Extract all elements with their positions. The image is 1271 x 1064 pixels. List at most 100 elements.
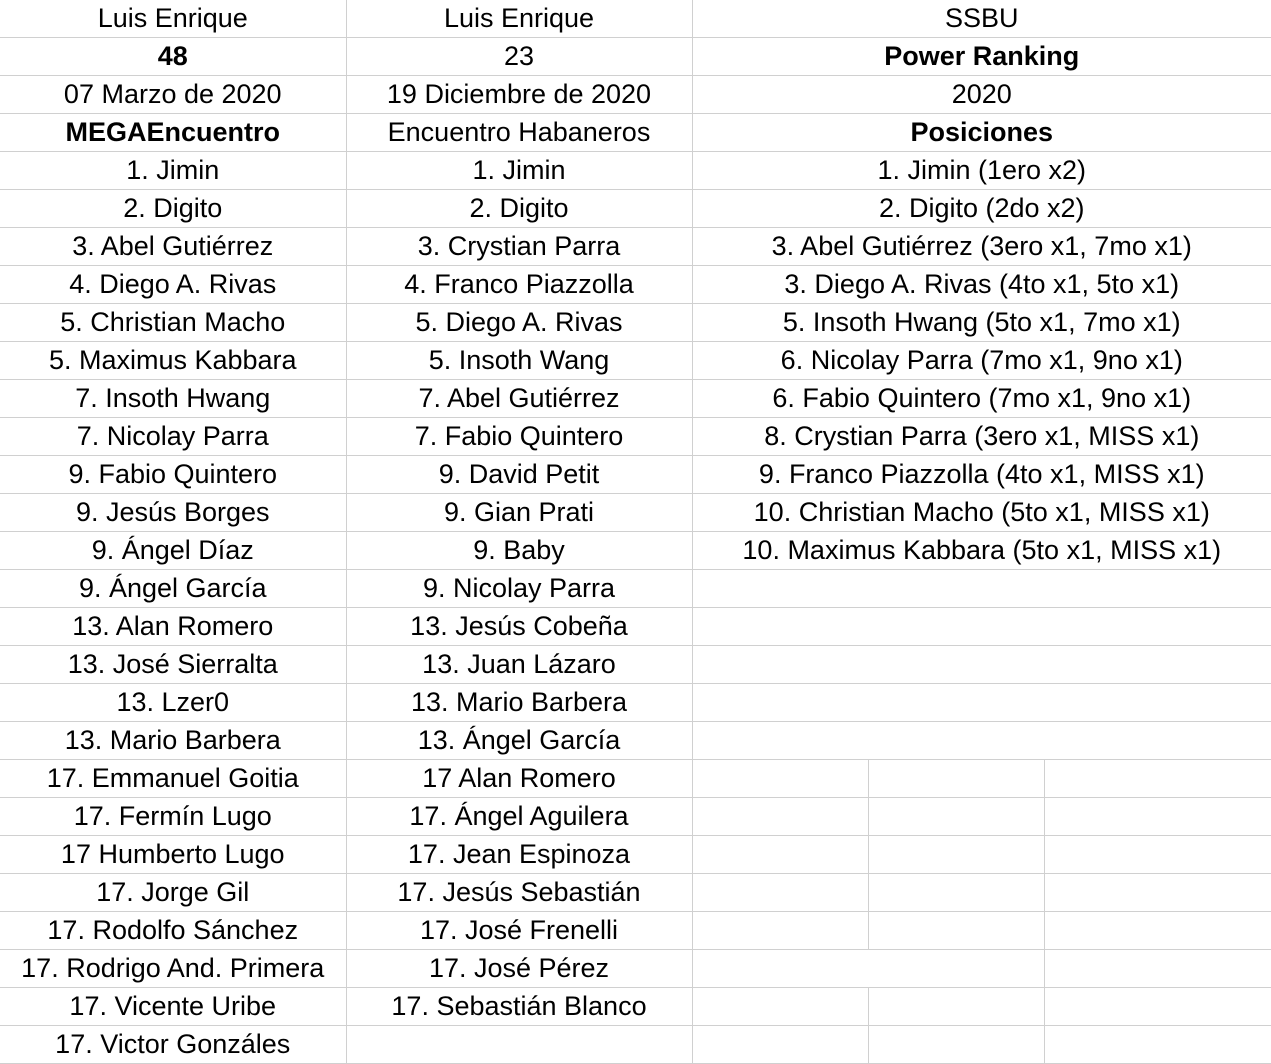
empty-cell xyxy=(691,645,1271,684)
empty-cell xyxy=(691,911,869,950)
event1-placement: 17. Rodrigo And. Primera xyxy=(0,949,347,988)
event2-placement: 17. Ángel Aguilera xyxy=(345,797,693,836)
ranking-entry: 10. Christian Macho (5to x1, MISS x1) xyxy=(691,493,1271,532)
table-row: 5. Maximus Kabbara 5. Insoth Wang 6. Nicol… xyxy=(0,341,1271,380)
event1-event-name: MEGAEncuentro xyxy=(0,113,347,152)
empty-cell xyxy=(1043,1025,1271,1064)
table-row: 17. Rodrigo And. Primera 17. José Pérez xyxy=(0,949,1271,988)
event2-placement: 1. Jimin xyxy=(345,151,693,190)
ranking-entry: 5. Insoth Hwang (5to x1, 7mo x1) xyxy=(691,303,1271,342)
event2-date: 19 Diciembre de 2020 xyxy=(345,75,693,114)
event2-placement: 13. Juan Lázaro xyxy=(345,645,693,684)
event1-placement: 9. Fabio Quintero xyxy=(0,455,347,494)
empty-cell xyxy=(691,759,869,798)
header-row: 48 23 Power Ranking xyxy=(0,37,1271,76)
empty-cell xyxy=(691,569,1271,608)
empty-cell xyxy=(867,797,1045,836)
ranking-entry: 3. Diego A. Rivas (4to x1, 5to x1) xyxy=(691,265,1271,304)
event2-placement: 4. Franco Piazzolla xyxy=(345,265,693,304)
table-row: 13. José Sierraltа 13. Juan Lázaro xyxy=(0,645,1271,684)
event2-placement: 17 Alan Romero xyxy=(345,759,693,798)
empty-cell xyxy=(1043,911,1271,950)
empty-cell xyxy=(691,873,869,912)
table-row: 17 Humberto Lugo 17. Jean Espinoza xyxy=(0,835,1271,874)
event1-placement: 17. Victor Gonzáles xyxy=(0,1025,347,1064)
event1-entrants: 48 xyxy=(0,37,347,76)
table-row: 5. Christian Macho 5. Diego A. Rivas 5. In… xyxy=(0,303,1271,342)
event1-placement: 13. Alan Romero xyxy=(0,607,347,646)
event2-placement: 5. Diego A. Rivas xyxy=(345,303,693,342)
event1-placement: 13. Mario Barbera xyxy=(0,721,347,760)
empty-cell xyxy=(691,949,1045,988)
event2-placement: 17. Jesús Sebastián xyxy=(345,873,693,912)
empty-cell xyxy=(1043,987,1271,1026)
table-row: 13. Lzer0 13. Mario Barbera xyxy=(0,683,1271,722)
empty-cell xyxy=(691,607,1271,646)
table-row: 3. Abel Gutiérrez 3. Crystian Parra 3. Abe… xyxy=(0,227,1271,266)
ranking-year: 2020 xyxy=(691,75,1271,114)
event1-tournament-name: Luis Enrique xyxy=(0,0,347,38)
empty-cell xyxy=(867,835,1045,874)
table-row: 1. Jimin 1. Jimin 1. Jimin (1ero x2) xyxy=(0,151,1271,190)
event2-placement: 17. Jean Espinoza xyxy=(345,835,693,874)
empty-cell xyxy=(691,1025,869,1064)
empty-cell xyxy=(1043,949,1271,988)
table-row: 9. Ángel Díaz 9. Baby 10. Maximus Kabbara … xyxy=(0,531,1271,570)
event2-placement: 3. Crystian Parra xyxy=(345,227,693,266)
table-row: 17. Victor Gonzáles xyxy=(0,1025,1271,1064)
ranking-entry: 9. Franco Piazzolla (4to x1, MISS x1) xyxy=(691,455,1271,494)
event1-placement: 2. Digito xyxy=(0,189,347,228)
event2-placement: 7. Fabio Quintero xyxy=(345,417,693,456)
table-row: 9. Ángel García 9. Nicolay Parra xyxy=(0,569,1271,608)
empty-cell xyxy=(691,683,1271,722)
event2-placement: 9. Nicolay Parra xyxy=(345,569,693,608)
table-row: 9. Fabio Quintero 9. David Petit 9. Franco… xyxy=(0,455,1271,494)
event1-placement: 9. Jesús Borges xyxy=(0,493,347,532)
table-row: 7. Nicolay Parra 7. Fabio Quintero 8. Crys… xyxy=(0,417,1271,456)
ranking-entry: 3. Abel Gutiérrez (3ero x1, 7mo x1) xyxy=(691,227,1271,266)
event1-placement: 4. Diego A. Rivas xyxy=(0,265,347,304)
event1-placement: 7. Insoth Hwang xyxy=(0,379,347,418)
event1-placement: 17. Fermín Lugo xyxy=(0,797,347,836)
empty-cell xyxy=(867,1025,1045,1064)
event1-placement: 13. José Sierraltа xyxy=(0,645,347,684)
empty-cell xyxy=(1043,873,1271,912)
empty-cell xyxy=(867,873,1045,912)
event2-placement xyxy=(345,1025,693,1064)
ranking-entry: 2. Digito (2do x2) xyxy=(691,189,1271,228)
event2-placement: 13. Jesús Cobeña xyxy=(345,607,693,646)
empty-cell xyxy=(867,911,1045,950)
ranking-entry: 6. Fabio Quintero (7mo x1, 9no x1) xyxy=(691,379,1271,418)
ranking-entry: 8. Crystian Parra (3ero x1, MISS x1) xyxy=(691,417,1271,456)
event2-placement: 5. Insoth Wang xyxy=(345,341,693,380)
empty-cell xyxy=(691,797,869,836)
empty-cell xyxy=(691,721,1271,760)
ranking-section: Posiciones xyxy=(691,113,1271,152)
event1-placement: 9. Ángel García xyxy=(0,569,347,608)
event2-placement: 13. Ángel García xyxy=(345,721,693,760)
table-row: 13. Alan Romero 13. Jesús Cobeña xyxy=(0,607,1271,646)
table-row: 13. Mario Barbera 13. Ángel García xyxy=(0,721,1271,760)
event2-placement: 9. Gian Prati xyxy=(345,493,693,532)
event1-placement: 17. Jorge Gil xyxy=(0,873,347,912)
event2-placement: 17. José Frenelli xyxy=(345,911,693,950)
header-row: Luis Enrique Luis Enrique SSBU xyxy=(0,0,1271,38)
event1-placement: 5. Maximus Kabbara xyxy=(0,341,347,380)
empty-cell xyxy=(1043,797,1271,836)
table-row: 4. Diego A. Rivas 4. Franco Piazzolla 3. D… xyxy=(0,265,1271,304)
event2-placement: 7. Abel Gutiérrez xyxy=(345,379,693,418)
table-row: 17. Vicente Uribe 17. Sebastián Blanco xyxy=(0,987,1271,1026)
event1-placement: 17. Rodolfo Sánchez xyxy=(0,911,347,950)
empty-cell xyxy=(867,987,1045,1026)
event2-event-name: Encuentro Habaneros xyxy=(345,113,693,152)
empty-cell xyxy=(1043,759,1271,798)
event1-placement: 17. Vicente Uribe xyxy=(0,987,347,1026)
event1-placement: 5. Christian Macho xyxy=(0,303,347,342)
ranking-title: SSBU xyxy=(691,0,1271,38)
event2-placement: 17. Sebastián Blanco xyxy=(345,987,693,1026)
event1-placement: 3. Abel Gutiérrez xyxy=(0,227,347,266)
header-row: MEGAEncuentro Encuentro Habaneros Posicion… xyxy=(0,113,1271,152)
empty-cell xyxy=(691,835,869,874)
event2-tournament-name: Luis Enrique xyxy=(345,0,693,38)
